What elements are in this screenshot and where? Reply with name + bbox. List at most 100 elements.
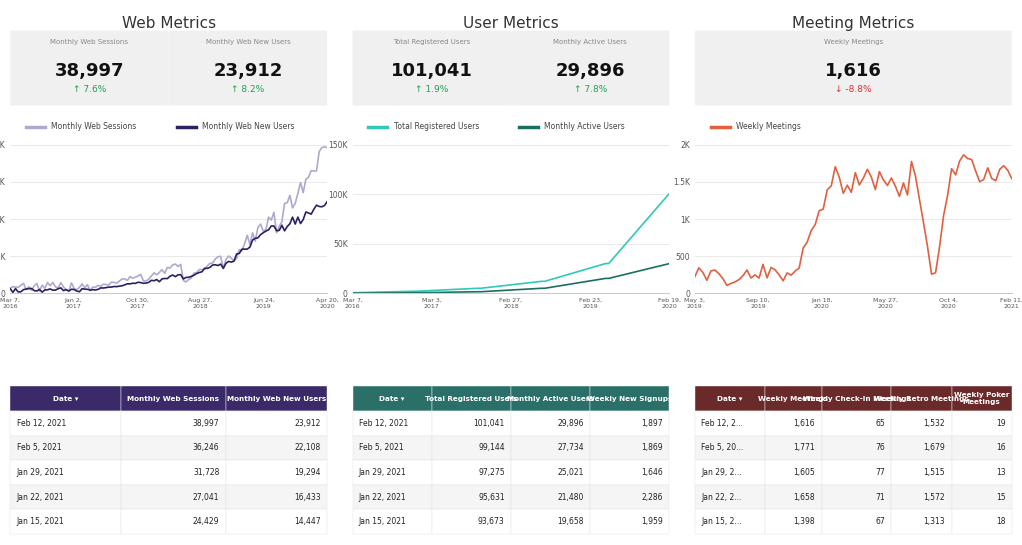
FancyBboxPatch shape	[122, 460, 226, 485]
FancyBboxPatch shape	[695, 31, 1012, 106]
Text: 67: 67	[875, 517, 885, 526]
Text: ↓ -8.8%: ↓ -8.8%	[835, 85, 872, 94]
Text: Weekly Meetings: Weekly Meetings	[758, 396, 828, 402]
Text: 29,896: 29,896	[557, 419, 584, 428]
Text: User Metrics: User Metrics	[463, 16, 559, 32]
Text: Feb 5, 2021: Feb 5, 2021	[16, 444, 61, 452]
Text: Monthly Web New Users: Monthly Web New Users	[227, 396, 326, 402]
Text: 19,294: 19,294	[294, 468, 321, 477]
FancyBboxPatch shape	[431, 510, 511, 534]
FancyBboxPatch shape	[591, 460, 669, 485]
FancyBboxPatch shape	[10, 435, 122, 460]
Text: 15: 15	[995, 493, 1006, 501]
FancyBboxPatch shape	[951, 485, 1012, 510]
Text: ↑ 1.9%: ↑ 1.9%	[415, 85, 449, 94]
FancyBboxPatch shape	[353, 435, 431, 460]
FancyBboxPatch shape	[10, 510, 122, 534]
FancyBboxPatch shape	[511, 411, 591, 435]
FancyBboxPatch shape	[10, 460, 122, 485]
Text: 24,429: 24,429	[193, 517, 220, 526]
Text: 1,959: 1,959	[642, 517, 663, 526]
Text: Total Registered Users: Total Registered Users	[393, 123, 479, 131]
Text: 1,532: 1,532	[924, 419, 945, 428]
Text: Meeting Metrics: Meeting Metrics	[792, 16, 915, 32]
FancyBboxPatch shape	[353, 460, 431, 485]
FancyBboxPatch shape	[353, 31, 511, 106]
FancyBboxPatch shape	[822, 386, 891, 411]
FancyBboxPatch shape	[822, 435, 891, 460]
Text: 22,108: 22,108	[294, 444, 321, 452]
Text: Weekly Meetings: Weekly Meetings	[824, 39, 883, 45]
Text: 1,869: 1,869	[642, 444, 663, 452]
FancyBboxPatch shape	[822, 460, 891, 485]
Text: Total Registered Users: Total Registered Users	[425, 396, 517, 402]
Text: 1,646: 1,646	[642, 468, 663, 477]
Text: Jan 15, 2021: Jan 15, 2021	[16, 517, 64, 526]
FancyBboxPatch shape	[764, 485, 822, 510]
Text: Monthly Web Sessions: Monthly Web Sessions	[50, 39, 129, 45]
Text: Date ▾: Date ▾	[379, 396, 405, 402]
FancyBboxPatch shape	[822, 510, 891, 534]
Text: Jan 22, 2021: Jan 22, 2021	[16, 493, 64, 501]
FancyBboxPatch shape	[511, 460, 591, 485]
FancyBboxPatch shape	[591, 411, 669, 435]
FancyBboxPatch shape	[822, 411, 891, 435]
FancyBboxPatch shape	[10, 411, 122, 435]
FancyBboxPatch shape	[764, 411, 822, 435]
Text: 76: 76	[875, 444, 885, 452]
FancyBboxPatch shape	[891, 485, 951, 510]
FancyBboxPatch shape	[353, 386, 431, 411]
FancyBboxPatch shape	[695, 460, 764, 485]
FancyBboxPatch shape	[122, 435, 226, 460]
FancyBboxPatch shape	[431, 435, 511, 460]
FancyBboxPatch shape	[122, 411, 226, 435]
FancyBboxPatch shape	[169, 31, 327, 106]
FancyBboxPatch shape	[951, 510, 1012, 534]
Text: 25,021: 25,021	[558, 468, 584, 477]
Text: 97,275: 97,275	[478, 468, 505, 477]
Text: Jan 29, 2021: Jan 29, 2021	[359, 468, 407, 477]
Text: 1,897: 1,897	[642, 419, 663, 428]
Text: Monthly Active Users: Monthly Active Users	[507, 396, 594, 402]
Text: 71: 71	[876, 493, 885, 501]
Text: 1,616: 1,616	[825, 62, 882, 80]
Text: 23,912: 23,912	[294, 419, 321, 428]
Text: 93,673: 93,673	[478, 517, 505, 526]
FancyBboxPatch shape	[353, 510, 431, 534]
Text: 1,679: 1,679	[924, 444, 945, 452]
FancyBboxPatch shape	[226, 386, 327, 411]
FancyBboxPatch shape	[695, 435, 764, 460]
Text: 23,912: 23,912	[214, 62, 283, 80]
FancyBboxPatch shape	[891, 386, 951, 411]
FancyBboxPatch shape	[891, 460, 951, 485]
FancyBboxPatch shape	[891, 435, 951, 460]
FancyBboxPatch shape	[431, 411, 511, 435]
FancyBboxPatch shape	[226, 435, 327, 460]
Text: ↑ 7.6%: ↑ 7.6%	[73, 85, 106, 94]
FancyBboxPatch shape	[591, 485, 669, 510]
FancyBboxPatch shape	[695, 510, 764, 534]
FancyBboxPatch shape	[695, 485, 764, 510]
Text: Date ▾: Date ▾	[717, 396, 742, 402]
Text: Web Metrics: Web Metrics	[122, 16, 216, 32]
FancyBboxPatch shape	[353, 485, 431, 510]
Text: 1,658: 1,658	[794, 493, 816, 501]
FancyBboxPatch shape	[122, 510, 226, 534]
Text: Total Registered Users: Total Registered Users	[393, 39, 470, 45]
FancyBboxPatch shape	[10, 485, 122, 510]
FancyBboxPatch shape	[226, 460, 327, 485]
Text: 27,734: 27,734	[557, 444, 584, 452]
Text: 101,041: 101,041	[390, 62, 473, 80]
Text: 1,572: 1,572	[924, 493, 945, 501]
Text: Monthly Web Sessions: Monthly Web Sessions	[128, 396, 220, 402]
FancyBboxPatch shape	[822, 485, 891, 510]
FancyBboxPatch shape	[764, 510, 822, 534]
FancyBboxPatch shape	[591, 386, 669, 411]
FancyBboxPatch shape	[511, 435, 591, 460]
Text: Monthly Web Sessions: Monthly Web Sessions	[51, 123, 137, 131]
FancyBboxPatch shape	[226, 510, 327, 534]
Text: 19,658: 19,658	[557, 517, 584, 526]
FancyBboxPatch shape	[591, 435, 669, 460]
FancyBboxPatch shape	[431, 485, 511, 510]
Text: Jan 15, 2...: Jan 15, 2...	[701, 517, 742, 526]
